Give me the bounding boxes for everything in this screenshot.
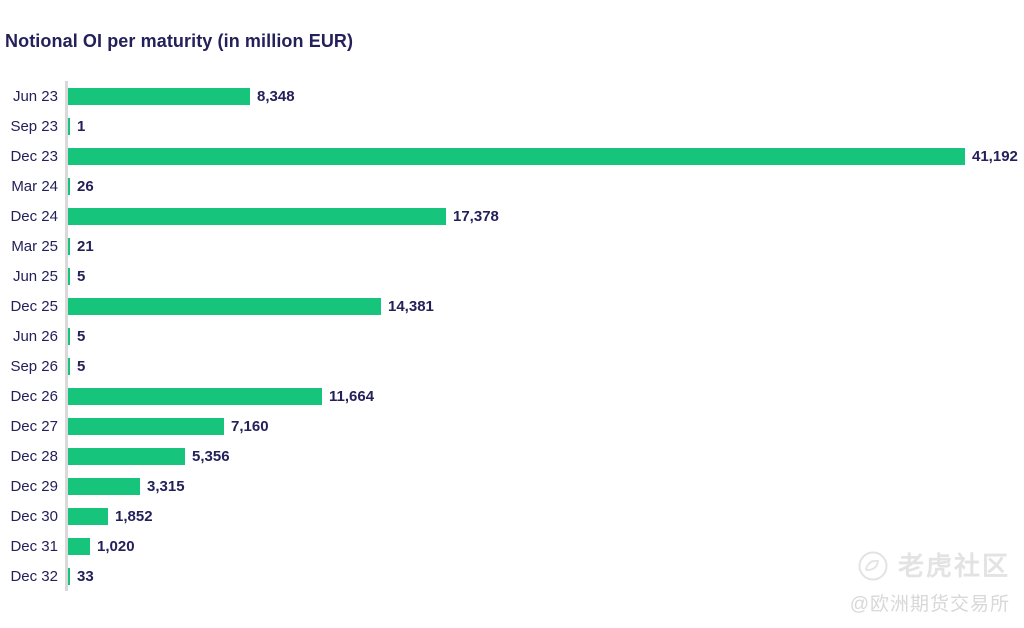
bar-chart: Jun 23 8,348 Sep 23 1 Dec 23 41,192 Mar … xyxy=(0,81,1024,591)
bar xyxy=(68,87,250,105)
bar-area: 33 xyxy=(68,561,1024,591)
bar-area: 3,315 xyxy=(68,471,1024,501)
value-label: 7,160 xyxy=(231,417,269,435)
y-axis-line xyxy=(65,81,68,591)
category-label: Dec 27 xyxy=(10,417,58,435)
bar-area: 26 xyxy=(68,171,1024,201)
bar-row: Dec 29 3,315 xyxy=(0,471,1024,501)
category-label: Mar 25 xyxy=(11,237,58,255)
category-label: Dec 28 xyxy=(10,447,58,465)
category-label: Dec 23 xyxy=(10,147,58,165)
bar-row: Dec 28 5,356 xyxy=(0,441,1024,471)
category-label: Jun 23 xyxy=(12,87,58,105)
bar xyxy=(68,537,90,555)
category-label: Dec 24 xyxy=(10,207,58,225)
bar-area: 7,160 xyxy=(68,411,1024,441)
bar xyxy=(68,207,446,225)
value-label: 1 xyxy=(77,117,86,135)
chart-title: Notional OI per maturity (in million EUR… xyxy=(5,31,354,51)
watermark-brand-line: 老虎社区 xyxy=(850,551,1010,581)
bar xyxy=(68,267,70,285)
bar-row: Jun 25 5 xyxy=(0,261,1024,291)
bar xyxy=(68,177,70,195)
bar-row: Mar 24 26 xyxy=(0,171,1024,201)
value-label: 1,020 xyxy=(97,537,135,555)
bar xyxy=(68,117,70,135)
bar-row: Dec 24 17,378 xyxy=(0,201,1024,231)
bar-row: Dec 23 41,192 xyxy=(0,141,1024,171)
bar-row: Dec 30 1,852 xyxy=(0,501,1024,531)
category-label: Dec 30 xyxy=(10,507,58,525)
category-label: Mar 24 xyxy=(11,177,58,195)
bar xyxy=(68,447,185,465)
value-label: 14,381 xyxy=(388,297,434,315)
value-label: 5 xyxy=(77,327,86,345)
bar xyxy=(68,237,70,255)
bar xyxy=(68,297,381,315)
category-label: Jun 25 xyxy=(12,267,58,285)
watermark-handle-text: @欧洲期货交易所 xyxy=(849,594,1010,615)
value-label: 1,852 xyxy=(115,507,153,525)
bar-row: Sep 26 5 xyxy=(0,351,1024,381)
category-label: Sep 26 xyxy=(10,357,58,375)
bar-row: Jun 23 8,348 xyxy=(0,81,1024,111)
value-label: 8,348 xyxy=(257,87,295,105)
value-label: 17,378 xyxy=(453,207,499,225)
bar-area: 1,020 xyxy=(68,531,1024,561)
bar-area: 11,664 xyxy=(68,381,1024,411)
bar-area: 5 xyxy=(68,321,1024,351)
watermark-brand-text: 老虎社区 xyxy=(897,551,1010,581)
value-label: 41,192 xyxy=(972,147,1018,165)
bar xyxy=(68,507,108,525)
value-label: 3,315 xyxy=(147,477,185,495)
bar xyxy=(68,327,70,345)
bar-row: Sep 23 1 xyxy=(0,111,1024,141)
value-label: 5,356 xyxy=(192,447,230,465)
category-label: Dec 29 xyxy=(10,477,58,495)
category-label: Sep 23 xyxy=(10,117,58,135)
bar xyxy=(68,357,70,375)
category-label: Dec 31 xyxy=(10,537,58,555)
category-label: Dec 32 xyxy=(10,567,58,585)
value-label: 33 xyxy=(77,567,94,585)
bar-area: 1 xyxy=(68,111,1024,141)
bar-area: 5,356 xyxy=(68,441,1024,471)
watermark: 老虎社区 @欧洲期货交易所 xyxy=(850,551,1010,616)
value-label: 5 xyxy=(77,357,86,375)
value-label: 11,664 xyxy=(329,387,375,405)
category-label: Dec 26 xyxy=(10,387,58,405)
bar-area: 1,852 xyxy=(68,501,1024,531)
bar-row: Dec 25 14,381 xyxy=(0,291,1024,321)
value-label: 5 xyxy=(77,267,86,285)
bar xyxy=(68,147,965,165)
category-label: Jun 26 xyxy=(12,327,58,345)
bar-row: Dec 26 11,664 xyxy=(0,381,1024,411)
bar-area: 8,348 xyxy=(68,81,1024,111)
bar-row: Mar 25 21 xyxy=(0,231,1024,261)
bar-area: 14,381 xyxy=(68,291,1024,321)
bar-area: 17,378 xyxy=(68,201,1024,231)
bar-row: Dec 31 1,020 xyxy=(0,531,1024,561)
bar-area: 5 xyxy=(68,351,1024,381)
value-label: 21 xyxy=(77,237,94,255)
bar-area: 21 xyxy=(68,231,1024,261)
bar xyxy=(68,567,70,585)
bar-area: 41,192 xyxy=(68,141,1024,171)
bar-row: Dec 32 33 xyxy=(0,561,1024,591)
bar-area: 5 xyxy=(68,261,1024,291)
bar-row: Jun 26 5 xyxy=(0,321,1024,351)
bar-row: Dec 27 7,160 xyxy=(0,411,1024,441)
tiger-logo-icon xyxy=(858,551,888,581)
bar xyxy=(68,387,322,405)
value-label: 26 xyxy=(77,177,94,195)
bar xyxy=(68,477,140,495)
bar xyxy=(68,417,224,435)
category-label: Dec 25 xyxy=(10,297,58,315)
